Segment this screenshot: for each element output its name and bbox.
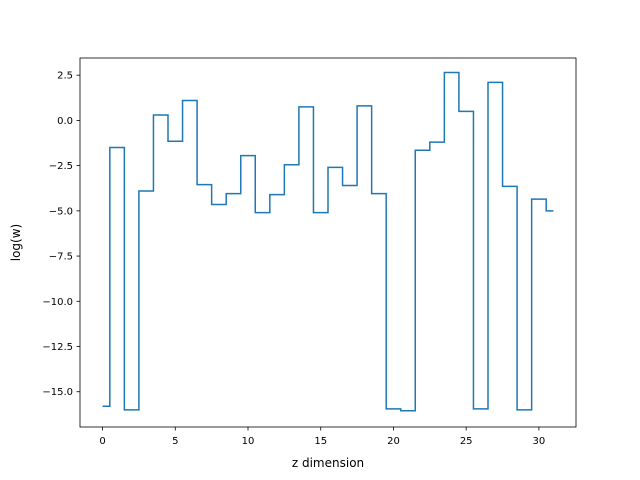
y-tick-label: −7.5 [49, 252, 73, 263]
series-line-0 [102, 71, 554, 412]
x-axis-label: z dimension [292, 456, 364, 470]
x-tick-label: 25 [460, 436, 473, 447]
y-tick-label: 0.0 [57, 116, 73, 127]
y-tick-label: −12.5 [42, 342, 73, 353]
y-tick-label: −5.0 [49, 206, 73, 217]
x-tick-label: 0 [99, 436, 105, 447]
x-axis: 0 5 10 15 20 25 30 [99, 427, 545, 447]
y-tick-label: −2.5 [49, 161, 73, 172]
plot-area [102, 71, 554, 412]
x-tick-label: 30 [533, 436, 546, 447]
x-tick-label: 5 [172, 436, 178, 447]
y-tick-label: −15.0 [42, 387, 73, 398]
y-axis: 2.5 0.0 −2.5 −5.0 −7.5 −10.0 −12.5 −15.0 [42, 71, 80, 398]
y-tick-label: −10.0 [42, 297, 73, 308]
axes-frame [79, 57, 577, 428]
y-tick-label: 2.5 [57, 71, 73, 82]
x-tick-label: 15 [314, 436, 327, 447]
y-axis-label: log(w) [9, 224, 23, 261]
x-tick-label: 10 [242, 436, 255, 447]
x-tick-label: 20 [387, 436, 400, 447]
